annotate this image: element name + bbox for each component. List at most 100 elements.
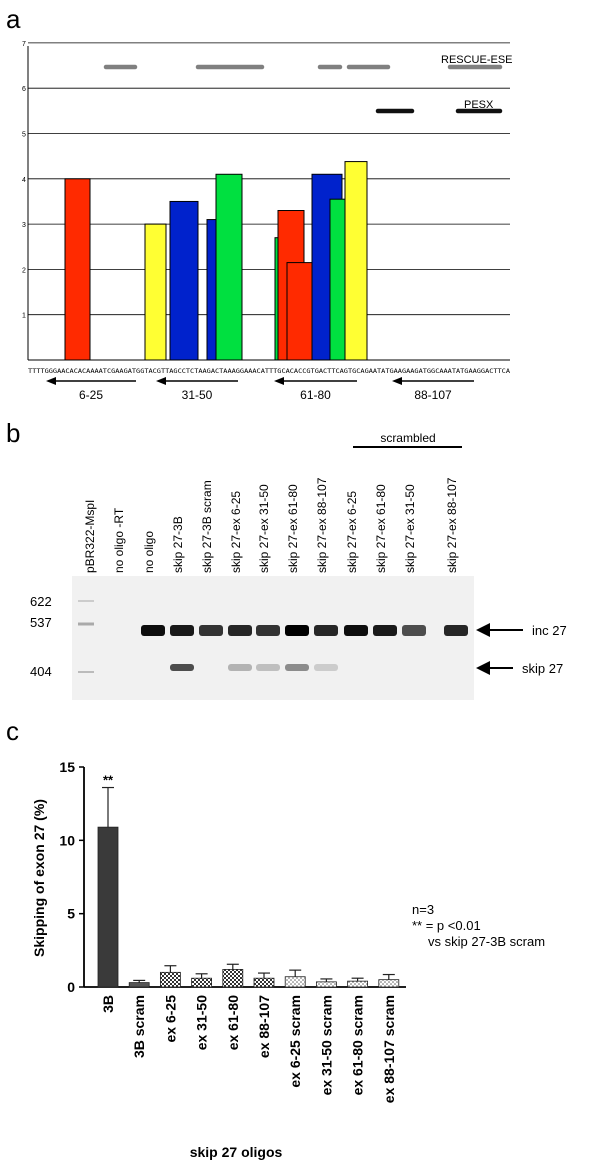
inc-27-band — [373, 625, 397, 636]
c-category-label: ex 31-50 — [194, 995, 210, 1050]
c-category-label: ex 88-107 — [256, 995, 272, 1058]
c-bar — [315, 981, 337, 988]
a-bar — [286, 262, 313, 361]
a-ytick: 2 — [22, 267, 26, 274]
c-bar — [253, 977, 275, 988]
lane-label: skip 27-3B scram — [200, 480, 214, 573]
a-bar — [215, 173, 243, 361]
rescue-ese-label: RESCUE-ESE — [441, 54, 513, 66]
lane-label: skip 27-3B — [171, 516, 185, 573]
c-bar — [97, 826, 119, 988]
inc-27-label: inc 27 — [532, 623, 567, 638]
pesx-label: PESX — [464, 99, 494, 111]
lane-label: skip 27-ex 31-50 — [257, 484, 271, 573]
a-bar — [344, 161, 368, 361]
a-ytick: 6 — [22, 86, 26, 93]
oligo-label: 31-50 — [182, 388, 213, 402]
oligo-arrowhead — [46, 377, 56, 385]
c-ytick-label: 10 — [59, 832, 75, 848]
skip-27-label: skip 27 — [522, 661, 563, 676]
inc-27-arrow — [476, 623, 523, 637]
c-bar — [159, 971, 181, 988]
c-ytick-label: 15 — [59, 759, 75, 775]
lane-label: no oligo — [142, 531, 156, 573]
inc-27-band — [444, 625, 468, 636]
panel-label-b: b — [6, 418, 21, 448]
c-bar — [378, 979, 400, 988]
sequence-text: TTTTGGGAACACACAAAATCGAAGATGGTACGTTAGCCTC… — [28, 368, 510, 375]
c-bar — [347, 980, 369, 988]
oligo-arrowhead — [392, 377, 402, 385]
lane-label: skip 27-ex 61-80 — [374, 484, 388, 573]
inc-27-band — [344, 625, 368, 636]
lane-label: skip 27-ex 61-80 — [286, 484, 300, 573]
lane-label: no oligo -RT — [112, 507, 126, 573]
skip-27-band — [170, 664, 194, 671]
c-bar — [284, 976, 306, 988]
oligo-arrowhead — [274, 377, 284, 385]
x-axis-label: skip 27 oligos — [190, 1144, 283, 1160]
c-category-label: 3B scram — [131, 995, 147, 1058]
lane-label: skip 27-ex 6-25 — [229, 491, 243, 573]
lane-label: skip 27-ex 88-107 — [315, 477, 329, 573]
a-ytick: 4 — [22, 177, 26, 184]
a-bar — [169, 200, 199, 361]
oligo-label: 61-80 — [300, 388, 331, 402]
panel-b-gel: pBR322-MspI no oligo -RT no oligo skip 27-3… — [30, 431, 567, 700]
annotation-vs: vs skip 27-3B scram — [428, 934, 545, 949]
oligo-label: 88-107 — [414, 388, 452, 402]
annotation-n: n=3 — [412, 902, 434, 917]
c-ytick-label: 5 — [67, 906, 75, 922]
a-ytick: 3 — [22, 222, 26, 229]
c-category-label: ex 6-25 scram — [287, 995, 303, 1088]
ladder-band — [78, 600, 94, 602]
skip-27-band — [285, 664, 309, 671]
skip-27-arrow — [476, 661, 513, 675]
lane-label: pBR322-MspI — [83, 500, 97, 573]
marker-622: 622 — [30, 594, 52, 609]
c-category-label: ex 6-25 — [162, 995, 178, 1043]
inc-27-band — [228, 625, 252, 636]
panel-a-chart: 1 2 3 4 5 6 7 RESCUE-ESE PESX TTTTGGGAACACACAA… — [22, 41, 513, 402]
gel-image — [72, 576, 474, 700]
inc-27-band — [170, 625, 194, 636]
inc-27-band — [199, 625, 223, 636]
panel-label-a: a — [6, 4, 21, 34]
c-bar — [191, 977, 213, 988]
lane-label: skip 27-ex 88-107 — [445, 477, 459, 573]
c-bar — [222, 968, 244, 988]
panel-c-chart: Skipping of exon 27 (%) 0 5 10 15 3B 3B scra… — [31, 759, 545, 1160]
a-ytick: 7 — [22, 41, 26, 48]
skip-27-band — [228, 664, 252, 671]
oligo-arrowhead — [156, 377, 166, 385]
marker-537: 537 — [30, 615, 52, 630]
inc-27-band — [402, 625, 426, 636]
annotation-p: ** = p <0.01 — [412, 918, 481, 933]
ladder-band — [78, 622, 94, 626]
a-ytick: 5 — [22, 132, 26, 139]
inc-27-band — [285, 625, 309, 636]
inc-27-band — [141, 625, 165, 636]
inc-27-band — [314, 625, 338, 636]
marker-404: 404 — [30, 664, 52, 679]
lane-label: skip 27-ex 31-50 — [403, 484, 417, 573]
scrambled-label: scrambled — [380, 431, 435, 445]
inc-27-band — [256, 625, 280, 636]
c-category-label: ex 61-80 — [225, 995, 241, 1050]
oligo-label: 6-25 — [79, 388, 103, 402]
ladder-band — [78, 671, 94, 673]
skip-27-band — [314, 664, 338, 671]
a-bar — [64, 178, 91, 361]
significance-mark: ** — [103, 773, 114, 788]
y-axis-label: Skipping of exon 27 (%) — [31, 799, 47, 957]
c-category-label: ex 88-107 scram — [381, 995, 397, 1103]
lane-label: skip 27-ex 6-25 — [345, 491, 359, 573]
c-bar — [128, 982, 150, 988]
skip-27-band — [256, 664, 280, 671]
c-ytick-label: 0 — [67, 979, 75, 995]
c-category-label: 3B — [100, 995, 116, 1013]
a-ytick: 1 — [22, 313, 26, 320]
panel-label-c: c — [6, 716, 19, 746]
c-category-label: ex 31-50 scram — [318, 995, 334, 1095]
c-category-label: ex 61-80 scram — [350, 995, 366, 1095]
